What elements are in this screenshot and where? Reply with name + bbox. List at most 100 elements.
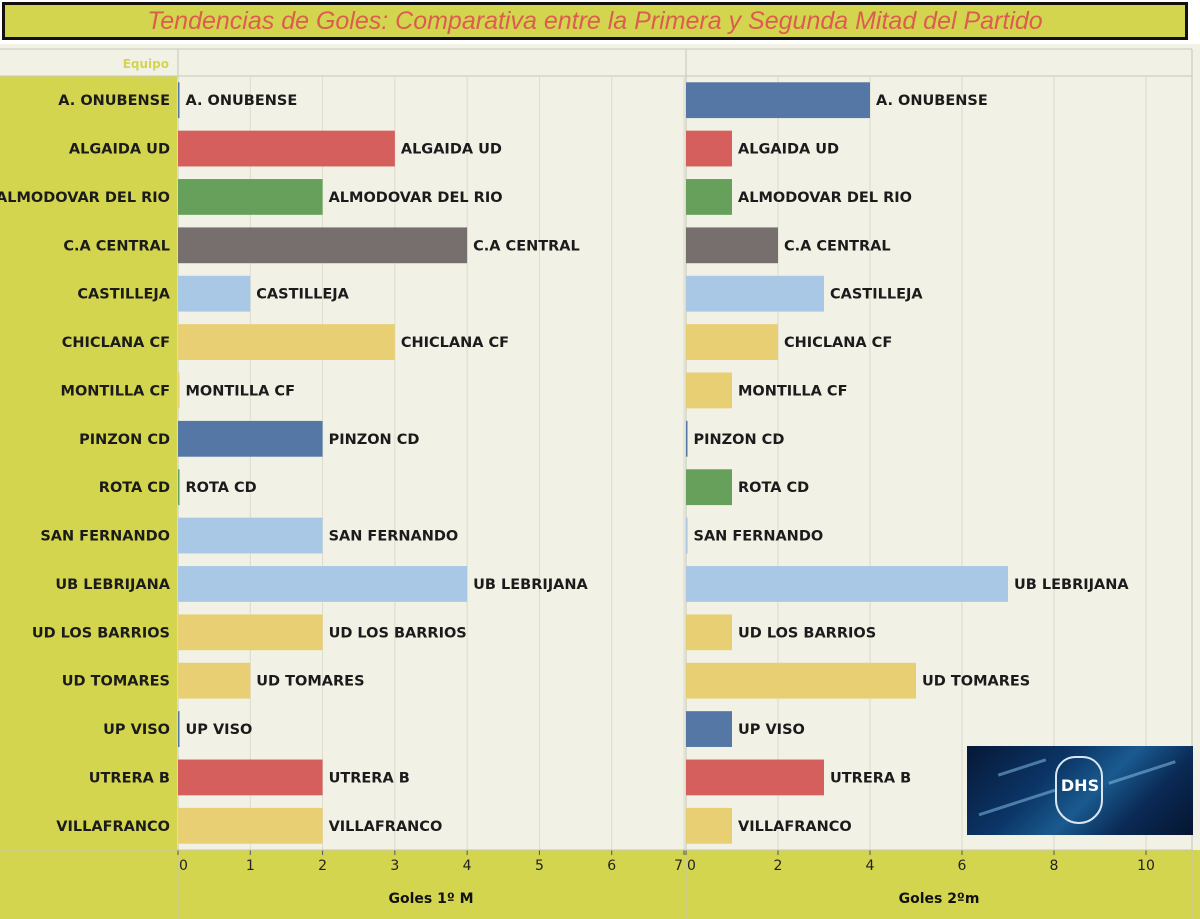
bar-label: ALGAIDA UD (738, 142, 839, 158)
bar (178, 324, 395, 360)
bar-label: UTRERA B (830, 770, 911, 786)
tick-label: 3 (390, 858, 399, 874)
bar (686, 420, 688, 457)
bar-label: C.A CENTRAL (784, 238, 891, 254)
row-label: CHICLANA CF (62, 335, 170, 351)
bar-label: VILLAFRANCO (329, 819, 443, 835)
row-label: PINZON CD (79, 432, 170, 448)
tick-label: 2 (318, 858, 327, 874)
row-label: ALMODOVAR DEL RIO (0, 190, 170, 206)
bar-label: CHICLANA CF (784, 335, 892, 351)
bar (178, 420, 323, 457)
dhs-logo: DHS (967, 746, 1193, 835)
bar (686, 227, 778, 264)
tick-label: 4 (463, 858, 472, 874)
bar (686, 275, 824, 312)
bar-label: SAN FERNANDO (329, 529, 459, 545)
bar (686, 614, 732, 651)
bar (178, 179, 323, 215)
bar-label: MONTILLA CF (186, 383, 295, 399)
bar (178, 566, 468, 602)
bar-label: ALMODOVAR DEL RIO (738, 190, 912, 206)
bar-label: C.A CENTRAL (473, 238, 580, 254)
row-label: MONTILLA CF (61, 383, 170, 399)
tick-label: 0 (179, 858, 188, 874)
bar (178, 517, 323, 554)
bar-label: UD TOMARES (256, 674, 364, 690)
bar (686, 517, 688, 554)
bar (686, 759, 824, 796)
bar (686, 566, 1008, 602)
bar-label: UB LEBRIJANA (1014, 577, 1129, 593)
tick-label: 8 (1050, 858, 1059, 874)
bar-label: CHICLANA CF (401, 335, 509, 351)
bar-label: UD TOMARES (922, 674, 1030, 690)
row-label: A. ONUBENSE (58, 93, 170, 109)
tick-label: 1 (246, 858, 255, 874)
bar (686, 372, 732, 409)
tick-label: 6 (607, 858, 616, 874)
bar (686, 807, 732, 844)
tick-label: 4 (866, 858, 875, 874)
bar (178, 469, 180, 506)
bar (178, 275, 251, 312)
shield-logo-icon (1055, 756, 1103, 824)
bar-label: VILLAFRANCO (738, 819, 852, 835)
row-label: ROTA CD (99, 480, 170, 496)
bar-label: A. ONUBENSE (876, 93, 988, 109)
bar-label: UB LEBRIJANA (473, 577, 588, 593)
row-label: ALGAIDA UD (69, 142, 170, 158)
bar-label: PINZON CD (329, 432, 420, 448)
row-label: UP VISO (103, 722, 170, 738)
tick-label: 6 (958, 858, 967, 874)
bar (178, 759, 323, 796)
bar-label: ALGAIDA UD (401, 142, 502, 158)
bar-label: ROTA CD (186, 480, 257, 496)
logo-text: DHS (1060, 776, 1100, 795)
tick-label: 7 (674, 858, 683, 874)
x-axis-title: Goles 2ºm (899, 891, 980, 907)
bar (178, 227, 468, 264)
row-label: CASTILLEJA (77, 287, 170, 303)
bar (178, 82, 180, 119)
bar-label: UD LOS BARRIOS (738, 625, 876, 641)
tick-label: 0 (687, 858, 696, 874)
row-label: UB LEBRIJANA (55, 577, 170, 593)
bar-label: SAN FERNANDO (694, 529, 824, 545)
bar (178, 662, 251, 699)
row-header-band (0, 76, 177, 919)
bar (686, 130, 732, 167)
bar (178, 614, 323, 651)
bar (178, 807, 323, 844)
tick-label: 10 (1137, 858, 1155, 874)
bar (686, 179, 732, 215)
bar (686, 82, 870, 119)
bar-label: CASTILLEJA (256, 287, 349, 303)
x-axis-title: Goles 1º M (388, 891, 473, 907)
bar-label: MONTILLA CF (738, 383, 847, 399)
chart-title: Tendencias de Goles: Comparativa entre l… (147, 6, 1043, 35)
bar (686, 662, 916, 699)
bar-label: UD LOS BARRIOS (329, 625, 467, 641)
row-label: UD TOMARES (62, 674, 170, 690)
bar (686, 469, 732, 506)
row-label: UTRERA B (89, 770, 170, 786)
bar-label: CASTILLEJA (830, 287, 923, 303)
bar-label: PINZON CD (694, 432, 785, 448)
bar (178, 711, 180, 747)
bar-label: UP VISO (186, 722, 253, 738)
bar-label: UTRERA B (329, 770, 410, 786)
row-label: VILLAFRANCO (56, 819, 170, 835)
axis-band (177, 850, 1200, 919)
bar (686, 324, 778, 360)
row-label: UD LOS BARRIOS (32, 625, 170, 641)
bar-label: UP VISO (738, 722, 805, 738)
row-label: C.A CENTRAL (63, 238, 170, 254)
bar-label: ROTA CD (738, 480, 809, 496)
row-label: SAN FERNANDO (40, 529, 170, 545)
tick-label: 5 (535, 858, 544, 874)
bar (686, 711, 732, 747)
column-header-equipo: Equipo (123, 57, 169, 71)
bar (178, 130, 395, 167)
chart-title-bar: Tendencias de Goles: Comparativa entre l… (2, 2, 1188, 40)
